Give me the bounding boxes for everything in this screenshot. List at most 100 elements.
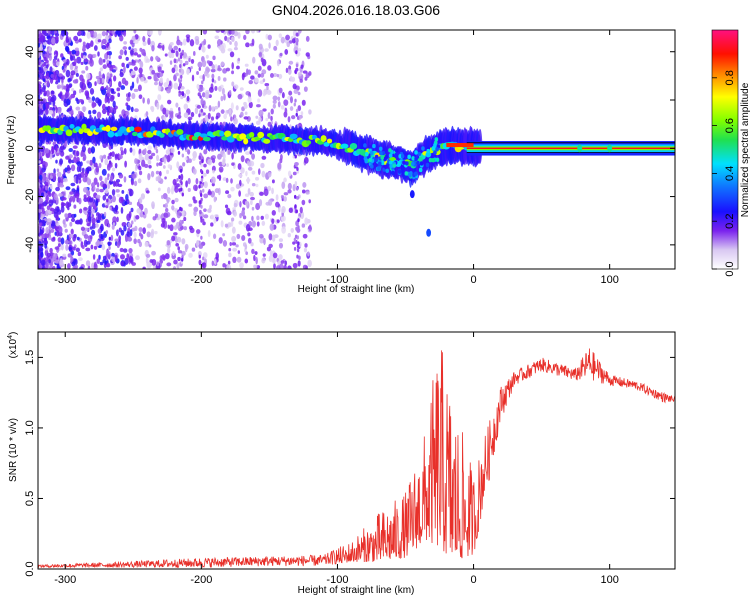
spectrogram-noise-cell [118,196,124,204]
spectrogram-noise-cell [173,259,178,265]
spectrogram-noise-cell [146,190,150,194]
spectrogram-noise-cell [60,175,64,182]
spectrogram-noise-cell [130,106,134,113]
spectrogram-noise-cell [84,58,89,63]
spectrogram-noise-cell [43,90,47,96]
spectrogram-noise-cell [166,239,171,246]
spectrogram-noise-cell [178,250,183,254]
spectrogram-noise-cell [207,208,212,213]
spectrogram-noise-cell [127,236,133,242]
spectrogram-noise-cell [203,70,208,77]
spectrogram-noise-cell [178,111,181,116]
spectrogram-ridge-cell [249,131,255,138]
spectrogram-noise-cell [78,197,82,205]
spectrogram-noise-cell [75,72,79,77]
spectrogram-noise-cell [257,168,261,176]
spectrogram-noise-cell [245,151,251,156]
spectrogram-y-ticks: -40 -20 0 20 40 [24,46,675,253]
spectrogram-noise-cell [112,222,116,226]
spectrogram-noise-cell [89,30,95,38]
spectrogram-noise-cell [111,69,116,73]
spectrogram-noise-cell [190,111,195,118]
spectrogram-noise-cell [303,156,309,164]
spectrogram-noise-cell [193,199,197,204]
spectrogram-noise-cell [174,185,179,193]
spectrogram-noise-cell [223,77,227,82]
spectrogram-noise-cell [244,111,248,116]
spectrogram-noise-cell [110,64,116,69]
spectrogram-noise-cell [168,45,173,51]
spectrogram-noise-cell [180,173,184,181]
spectrogram-noise-cell [263,188,269,197]
spectrogram-ridge-cell [418,167,423,173]
spectrogram-noise-cell [58,73,63,78]
snr-panel: -300 -200 -100 0 100 0.0 0.5 1.0 1.5 Height of … [7,331,676,596]
spectrogram-noise-cell [281,205,286,214]
spectrogram-noise-cell [151,201,155,209]
spectrogram-noise-cell [182,63,186,67]
spectrogram-noise-cell [171,67,176,74]
spectrogram-noise-cell [130,49,134,56]
spectrogram-noise-cell [171,205,175,211]
spectrogram-noise-cell [181,153,185,158]
spectrogram-noise-cell [75,247,81,253]
spectrogram-noise-cell [280,260,285,264]
spectrogram-noise-cell [233,117,238,125]
spectrogram-noise-cell [260,72,265,78]
spectrogram-noise-cell [72,246,76,251]
spectrogram-feature [409,190,415,199]
spectrogram-noise-cell [211,73,215,79]
spectrogram-noise-cell [233,84,239,90]
spectrogram-noise-cell [231,37,235,42]
spectrogram-noise-cell [208,86,214,93]
spectrogram-noise-cell [158,162,163,166]
spectrogram-noise-cell [55,145,58,152]
spectrogram-noise-cell [238,190,242,197]
spectrogram-noise-cell [76,150,80,157]
spectrogram-noise-cell [223,113,227,120]
spectrogram-noise-cell [166,262,172,267]
spectrogram-noise-cell [151,250,156,256]
spectrogram-noise-cell [251,170,256,175]
spectrogram-noise-cell [280,36,286,44]
spectrogram-noise-cell [247,232,251,237]
spectrogram-noise-cell [142,35,146,43]
spectrogram-noise-cell [52,59,57,67]
spectrogram-noise-cell [271,218,275,225]
spectrogram-noise-cell [38,152,41,160]
spectrogram-noise-cell [175,102,179,108]
spectrogram-ridge-cell [107,130,115,138]
spectrogram-noise-cell [236,65,240,70]
spectrogram-noise-cell [276,219,280,223]
spectrogram-noise-cell [108,160,112,165]
spectrogram-noise-cell [45,72,50,80]
spectrogram-ridge-cell [200,133,208,138]
spectrogram-noise-cell [293,194,297,199]
spectrogram-noise-cell [80,52,84,59]
spectrogram-plot-area [38,30,675,269]
spectrogram-noise-cell [179,212,182,217]
spectrogram-noise-cell [147,172,151,181]
spectrogram-noise-cell [229,41,232,45]
spectrogram-noise-cell [101,45,107,50]
spectrogram-noise-cell [130,207,134,213]
spectrogram-noise-cell [124,49,127,56]
spectrogram-noise-cell [202,262,205,267]
spectrogram-noise-cell [247,237,252,244]
spectrogram-noise-cell [240,155,245,163]
spectrogram-noise-cell [275,194,279,201]
spectrogram-noise-cell [172,178,177,186]
spectrogram-noise-cell [237,163,242,170]
snr-x-ticks: -300 -200 -100 0 100 [54,332,619,586]
colorbar-gradient [711,29,739,270]
spectrogram-noise-cell [288,90,293,96]
spectrogram-noise-cell [98,58,104,66]
spectrogram-noise-cell [287,68,292,75]
spectrogram-noise-cell [79,74,84,82]
spectrogram-noise-cell [81,106,87,112]
spectrogram-noise-cell [188,58,191,62]
spectrogram-noise-cell [273,45,278,51]
spectrogram-noise-cell [222,233,226,237]
spectrogram-noise-cell [130,70,136,76]
